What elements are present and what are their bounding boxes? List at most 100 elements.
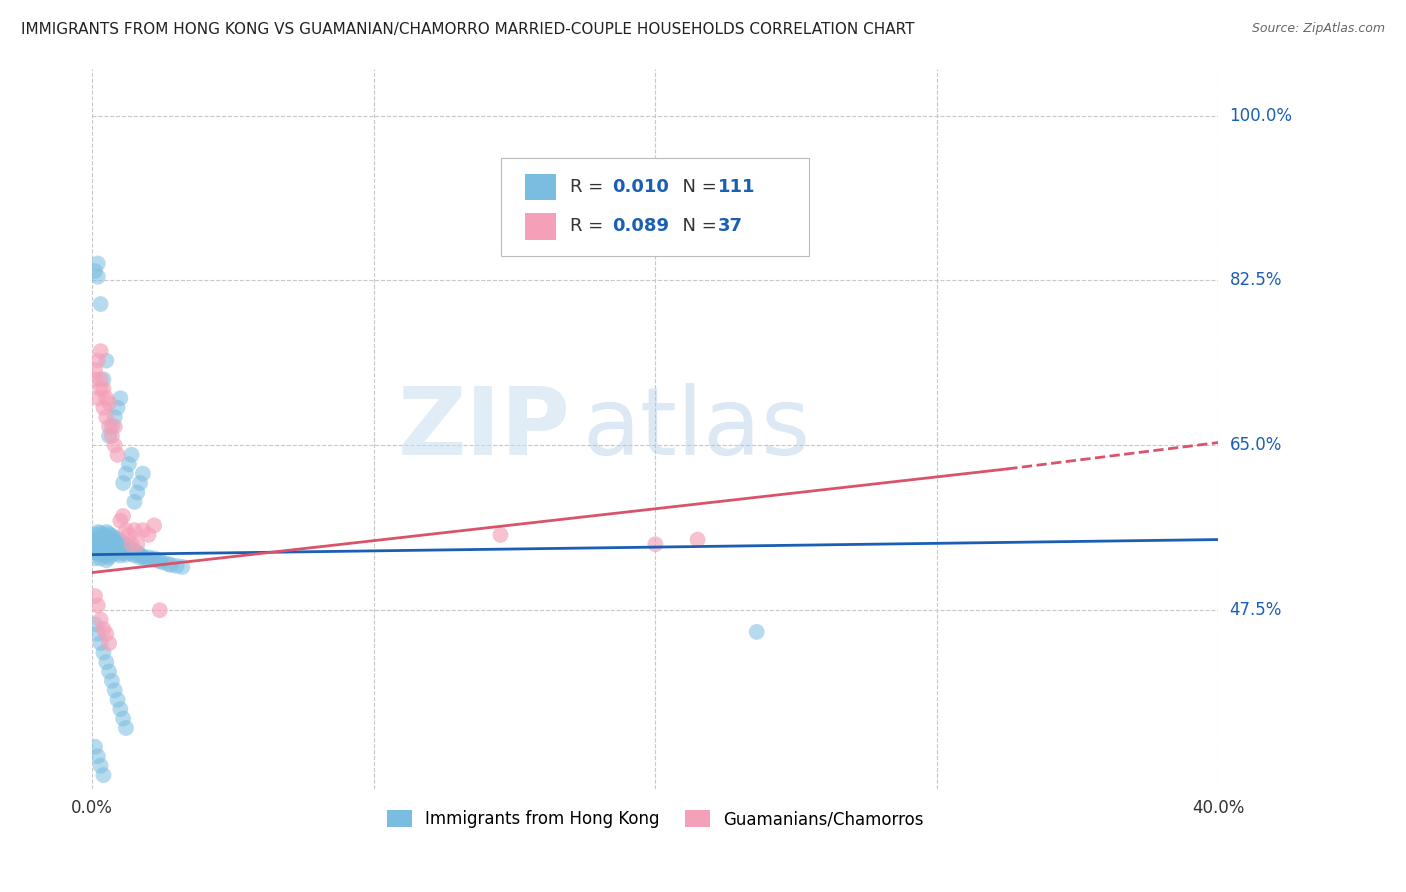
Point (84, 617, 107, 632)
Point (143, 551, 166, 566)
Point (104, 540, 127, 554)
Point (110, 544, 132, 558)
Point (90, 547, 112, 561)
Point (90, 344, 112, 359)
Point (152, 555, 174, 569)
Point (98, 636, 121, 650)
Point (115, 548, 138, 562)
Point (745, 624, 768, 639)
Point (172, 560, 194, 574)
Legend: Immigrants from Hong Kong, Guamanians/Chamorros: Immigrants from Hong Kong, Guamanians/Ch… (381, 804, 931, 835)
Text: N =: N = (671, 178, 723, 196)
Point (157, 557, 180, 571)
Point (96, 627, 118, 641)
Point (90, 536, 112, 550)
Point (107, 547, 129, 561)
Point (93, 528, 115, 542)
Point (87, 627, 110, 641)
Text: N =: N = (671, 218, 723, 235)
Point (149, 603, 172, 617)
Point (90, 636, 112, 650)
Point (87, 269, 110, 284)
Point (96, 655, 118, 669)
Point (87, 391, 110, 405)
Point (90, 551, 112, 566)
Point (87, 749, 110, 764)
Point (87, 599, 110, 613)
Point (101, 673, 124, 688)
Point (90, 758, 112, 772)
Point (104, 683, 127, 698)
Text: R =: R = (569, 178, 609, 196)
Point (90, 372, 112, 386)
Point (93, 622, 115, 636)
Point (101, 529, 124, 543)
Point (112, 712, 135, 726)
Text: 65.0%: 65.0% (1230, 436, 1282, 454)
Point (124, 544, 146, 558)
Point (87, 532, 110, 546)
Point (84, 545, 107, 559)
Text: R =: R = (569, 218, 609, 235)
Point (93, 768, 115, 782)
Point (84, 528, 107, 542)
Point (84, 534, 107, 549)
Point (115, 543, 138, 558)
Point (104, 545, 127, 559)
Point (107, 692, 129, 706)
Point (112, 541, 135, 555)
Point (138, 550, 160, 565)
Point (87, 537, 110, 551)
Point (84, 589, 107, 603)
Point (98, 550, 121, 565)
Point (132, 549, 155, 564)
Text: 37: 37 (717, 218, 742, 235)
Point (96, 544, 118, 558)
Point (98, 546, 121, 560)
Point (101, 429, 124, 443)
Text: 111: 111 (717, 178, 755, 196)
Point (118, 528, 141, 542)
Point (96, 524, 118, 539)
Point (98, 396, 121, 410)
Point (87, 541, 110, 556)
Point (149, 554, 172, 568)
Point (98, 527, 121, 541)
Point (138, 528, 160, 542)
Point (90, 297, 112, 311)
Point (90, 531, 112, 545)
Point (96, 534, 118, 549)
Point (93, 372, 115, 386)
Point (686, 533, 709, 547)
Text: 0.010: 0.010 (612, 178, 669, 196)
Point (96, 539, 118, 553)
Point (98, 536, 121, 550)
Point (96, 530, 118, 544)
Point (96, 549, 118, 563)
Point (90, 382, 112, 396)
Point (101, 548, 124, 562)
Point (84, 372, 107, 386)
Text: 0.089: 0.089 (612, 218, 669, 235)
Point (121, 537, 143, 551)
Point (132, 467, 155, 481)
Point (87, 353, 110, 368)
Point (124, 495, 146, 509)
Point (489, 528, 512, 542)
Point (84, 540, 107, 554)
Point (90, 613, 112, 627)
Point (121, 448, 143, 462)
Point (127, 546, 149, 560)
Point (121, 541, 143, 556)
Text: 47.5%: 47.5% (1230, 601, 1282, 619)
Point (112, 508, 135, 523)
Point (93, 538, 115, 552)
Point (96, 553, 118, 567)
Text: Source: ZipAtlas.com: Source: ZipAtlas.com (1251, 22, 1385, 36)
Text: atlas: atlas (582, 383, 810, 475)
Point (110, 549, 132, 563)
Point (107, 537, 129, 551)
Point (101, 419, 124, 434)
Point (98, 541, 121, 555)
Point (84, 363, 107, 377)
